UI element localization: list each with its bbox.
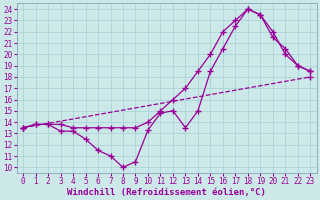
X-axis label: Windchill (Refroidissement éolien,°C): Windchill (Refroidissement éolien,°C) xyxy=(67,188,266,197)
